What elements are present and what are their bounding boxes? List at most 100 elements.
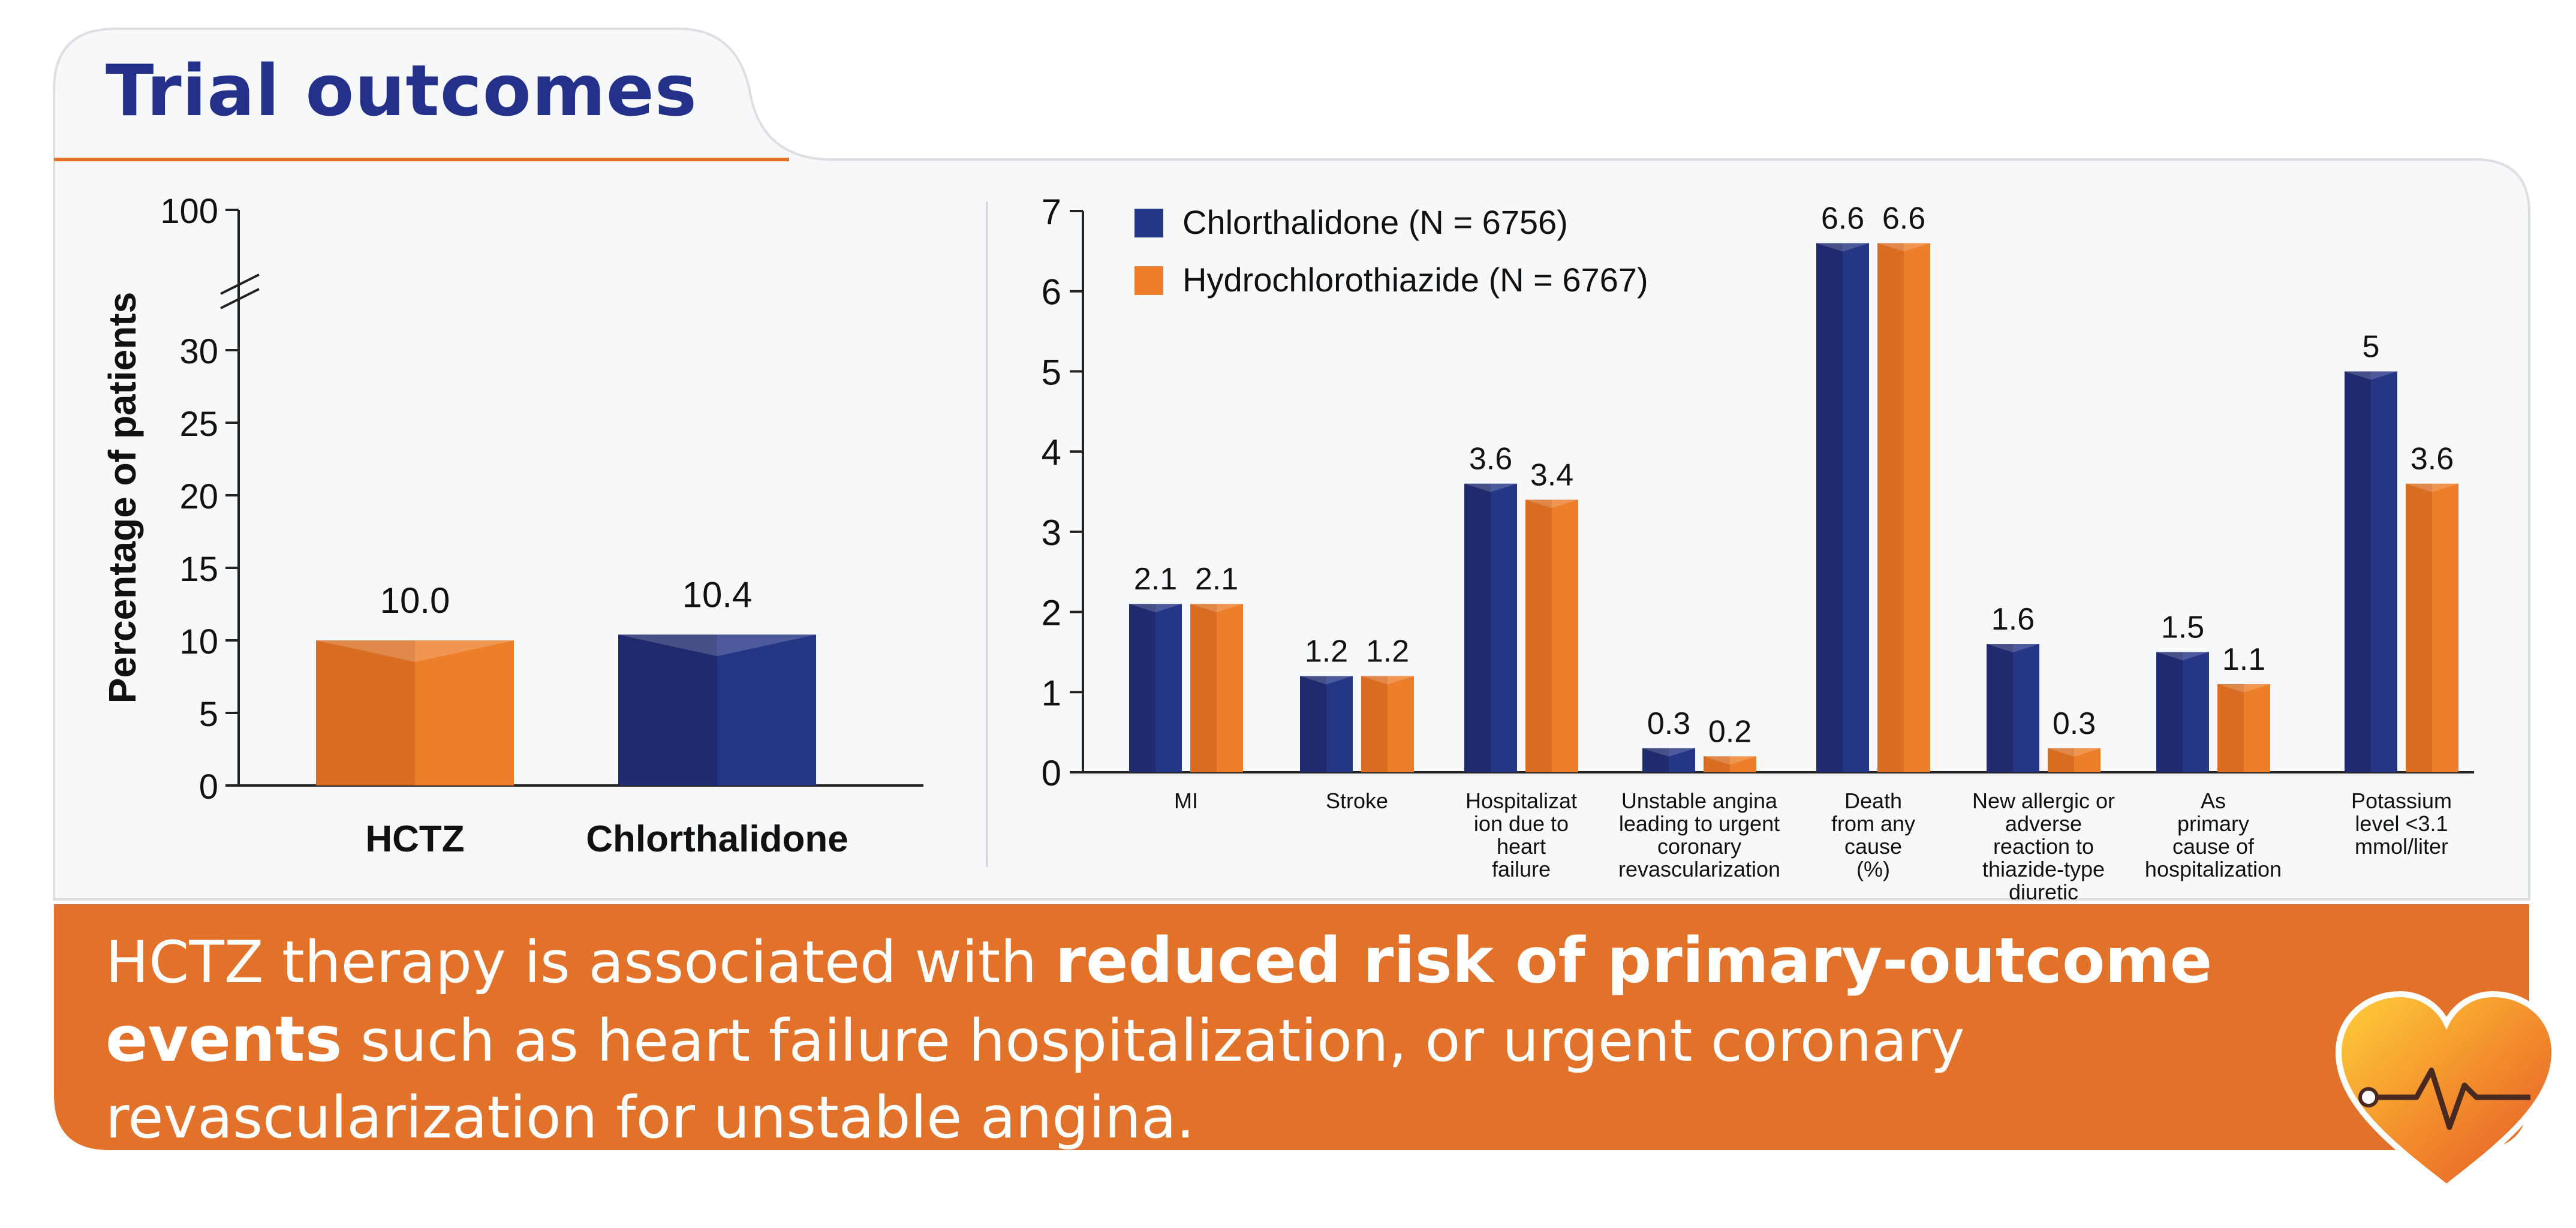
bar-top-facet [1464, 483, 1517, 492]
y-tick-label: 3 [1042, 513, 1061, 553]
bar-top-facet [1816, 243, 1869, 252]
banner-text-bold: reduced risk of primary-outcome events [106, 924, 2213, 1076]
x-category-label: cause of [2172, 834, 2255, 859]
y-tick-label: 0 [1042, 753, 1061, 793]
x-category-label: Chlorthalidone [586, 818, 848, 860]
bar-hctz-left [2048, 748, 2074, 772]
bar-hctz-left [316, 640, 415, 785]
legend-label: Hydrochlorothiazide (N = 6767) [1182, 261, 1648, 299]
bar-value-label: 5 [2363, 329, 2380, 364]
x-category-label: Potassium [2351, 788, 2452, 813]
bar-value-label: 1.2 [1305, 634, 1348, 669]
legend-label: Chlorthalidone (N = 6756) [1182, 203, 1568, 241]
bar-chlorthalidone-right [2183, 652, 2209, 772]
bar-hctz-right [1552, 499, 1578, 772]
x-category-label: Stroke [1326, 788, 1388, 813]
bar-hctz-left [1190, 604, 1217, 772]
y-tick-label: 15 [179, 550, 218, 589]
bar-value-label: 0.3 [2053, 706, 2096, 741]
x-category-label: As [2201, 788, 2226, 813]
x-category-label: Hospitalizat [1465, 788, 1577, 813]
bar-top-facet [2156, 652, 2209, 661]
x-category-label: from any [1831, 811, 1915, 836]
banner-text-part3: such as heart failure hospitalization, o… [106, 1007, 1965, 1151]
x-category-label: heart [1497, 834, 1546, 859]
bar-value-label: 1.2 [1366, 634, 1409, 669]
bar-top-facet [1704, 756, 1756, 765]
bar-top-facet [2217, 684, 2270, 693]
bar-chlorthalidone-left [618, 634, 717, 785]
bar-chlorthalidone-left [2156, 652, 2183, 772]
bar-top-facet [618, 634, 816, 657]
bar-hctz-left [1361, 676, 1388, 772]
bar-value-label: 3.6 [1469, 442, 1512, 477]
bar-chlorthalidone-left [1642, 748, 1669, 772]
y-axis-label: Percentage of patients [101, 292, 144, 703]
bar-hctz-left [1525, 499, 1552, 772]
page-title: Trial outcomes [106, 49, 698, 132]
bar-top-facet [2406, 483, 2458, 492]
bar-value-label: 2.1 [1195, 562, 1238, 597]
y-tick-label: 4 [1042, 432, 1061, 472]
bar-top-facet [2345, 371, 2397, 380]
x-category-label: ion due to [1474, 811, 1569, 836]
bar-chlorthalidone-right [717, 634, 816, 785]
y-tick-label: 5 [1042, 352, 1061, 392]
bar-chlorthalidone-left [2345, 371, 2371, 772]
bar-value-label: 6.6 [1882, 201, 1925, 236]
legend-swatch-hydrochlorothiazide [1134, 266, 1163, 295]
bar-value-label: 10.0 [380, 580, 450, 621]
y-tick-label: 0 [199, 768, 218, 806]
bar-chlorthalidone-left [1987, 644, 2013, 772]
y-tick-label: 25 [179, 405, 218, 444]
bar-hctz-right [1904, 243, 1930, 772]
bar-chlorthalidone-right [2013, 644, 2039, 772]
bar-hctz-right [1388, 676, 1414, 772]
x-category-label: diuretic [2009, 880, 2078, 899]
bar-value-label: 3.6 [2411, 442, 2454, 477]
bar-value-label: 10.4 [682, 574, 753, 615]
y-tick-label: 6 [1042, 272, 1061, 312]
bar-value-label: 0.2 [1708, 714, 1752, 749]
banner-message: HCTZ therapy is associated with reduced … [106, 922, 2324, 1156]
bar-value-label: 0.3 [1647, 706, 1690, 741]
banner-text-part1: HCTZ therapy is associated with [106, 929, 1055, 996]
x-category-label: reaction to [1993, 834, 2094, 859]
bar-top-facet [1987, 644, 2039, 653]
x-category-label: mmol/liter [2355, 834, 2448, 859]
x-category-label: primary [2177, 811, 2249, 836]
bar-top-facet [316, 640, 514, 662]
bar-chlorthalidone-left [1300, 676, 1326, 772]
bar-hctz-right [2074, 748, 2100, 772]
bar-chlorthalidone-right [1155, 604, 1182, 772]
axis-break-mark [220, 273, 260, 295]
bar-chlorthalidone-left [1816, 243, 1843, 772]
x-category-label: MI [1174, 788, 1198, 813]
x-category-label: coronary [1657, 834, 1741, 859]
x-category-label: level <3.1 [2355, 811, 2448, 836]
y-tick-label: 5 [199, 695, 218, 734]
bar-chlorthalidone-right [1491, 483, 1517, 772]
x-category-label: failure [1492, 857, 1551, 881]
message-banner [54, 904, 2529, 1150]
bar-top-facet [1190, 604, 1243, 613]
bar-hctz-left [1704, 756, 1730, 772]
y-tick-label: 1 [1042, 673, 1061, 713]
y-tick-label: 10 [179, 622, 218, 661]
axis-break-mark [220, 288, 260, 309]
bar-chlorthalidone-right [1669, 748, 1695, 772]
bar-top-facet [1525, 499, 1578, 508]
x-category-label: Unstable angina [1621, 788, 1778, 813]
bar-value-label: 3.4 [1530, 458, 1573, 492]
bar-top-facet [1129, 604, 1182, 613]
y-tick-label: 7 [1042, 192, 1061, 232]
bar-chlorthalidone-right [2371, 371, 2397, 772]
heart-pulse-icon [2335, 991, 2558, 1191]
x-category-label: New allergic or [1972, 788, 2115, 813]
x-category-label: cause [1844, 834, 1902, 859]
y-tick-label: 2 [1042, 593, 1061, 633]
x-category-label: hospitalization [2145, 857, 2282, 881]
chart-overall: 0 5 10 15 20 25 30 100 Percentage of patients 10.… [101, 192, 923, 860]
x-category-label: leading to urgent [1619, 811, 1780, 836]
